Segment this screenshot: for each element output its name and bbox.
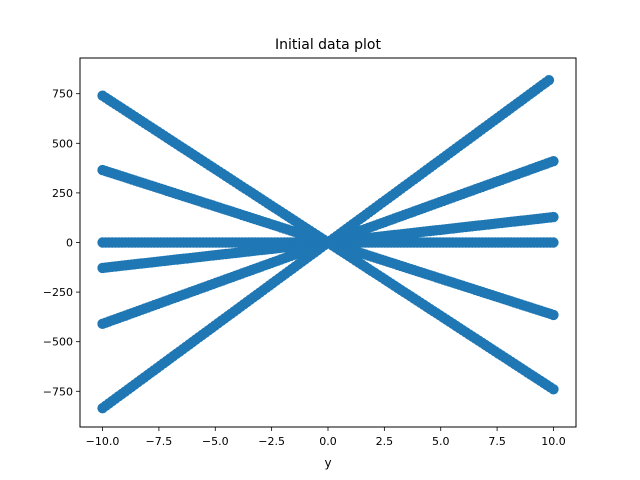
- y-tick-label: 750: [52, 88, 73, 101]
- x-tick-label: −2.5: [258, 435, 285, 448]
- y-tick-label: 500: [52, 137, 73, 150]
- scatter-point: [548, 156, 558, 166]
- y-tick-label: −750: [43, 385, 73, 398]
- x-axis-label: y: [324, 456, 331, 470]
- x-tick-label: 7.5: [488, 435, 506, 448]
- x-tick-label: −7.5: [146, 435, 173, 448]
- scatter-point: [548, 384, 558, 394]
- y-tick-label: −500: [43, 336, 73, 349]
- chart-title: Initial data plot: [275, 37, 382, 53]
- scatter-point: [548, 237, 558, 247]
- x-tick-label: 5.0: [432, 435, 450, 448]
- y-tick-label: −250: [43, 286, 73, 299]
- x-tick-label: 2.5: [376, 435, 394, 448]
- x-tick-label: −5.0: [202, 435, 229, 448]
- x-tick-label: 0.0: [319, 435, 337, 448]
- x-tick-label: 10.0: [541, 435, 566, 448]
- y-tick-label: 250: [52, 187, 73, 200]
- y-tick-label: 0: [66, 237, 73, 250]
- scatter-point: [548, 310, 558, 320]
- scatter-point: [544, 75, 554, 85]
- scatter-point: [548, 212, 558, 222]
- x-tick-label: −10.0: [86, 435, 120, 448]
